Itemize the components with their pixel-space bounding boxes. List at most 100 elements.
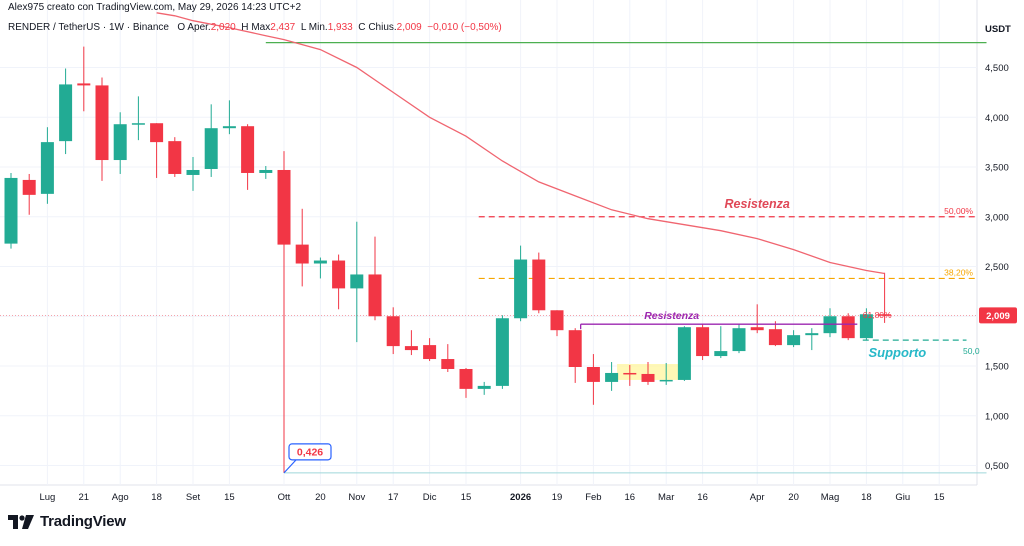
x-tick-label: 20 <box>315 492 326 503</box>
bearish-candle <box>550 310 564 337</box>
bearish-candle <box>368 236 382 321</box>
low-callout-pointer <box>283 458 298 474</box>
candle-body <box>859 314 873 339</box>
footer <box>0 506 1024 546</box>
tradingview-logo-icon <box>8 514 34 529</box>
author-line: Alex975 creato con TradingView.com, May … <box>8 2 302 13</box>
candle-body <box>714 351 728 357</box>
candle-body <box>332 260 346 289</box>
x-tick-label: 16 <box>697 492 708 503</box>
bearish-candle <box>750 304 764 334</box>
overlays-front: 61,80% Resistenza Resistenza Supporto 0,426 <box>156 12 926 474</box>
candle-body <box>623 372 637 375</box>
fib-level-label: 50,0 <box>963 346 980 356</box>
candle-body <box>459 368 473 389</box>
candle-body <box>878 314 892 316</box>
bullish-candle <box>714 326 728 359</box>
bullish-candle <box>4 172 18 249</box>
open-label: O <box>177 22 186 33</box>
x-tick-label: Nov <box>348 492 365 503</box>
candle-body <box>750 327 764 331</box>
y-tick-label: 4,000 <box>985 113 1009 124</box>
bullish-candle <box>222 100 236 135</box>
candle-body <box>277 169 291 245</box>
candle-body <box>404 346 418 351</box>
bullish-candle <box>514 245 528 322</box>
candle-body <box>696 327 710 357</box>
fib-level-label: 38,20% <box>944 267 973 277</box>
bullish-candle <box>805 328 819 351</box>
candle-body <box>295 244 309 264</box>
bullish-candle <box>113 112 127 174</box>
candle-body <box>150 123 164 143</box>
candle-body <box>477 385 491 389</box>
bearish-candle <box>532 252 546 314</box>
y-tick-label: 4,500 <box>985 63 1009 74</box>
bearish-candle <box>404 330 418 356</box>
candle-body <box>4 177 18 244</box>
close-value: 2,009 <box>396 22 422 33</box>
candle-body <box>550 310 564 331</box>
candle-body <box>805 333 819 336</box>
bearish-candle <box>459 367 473 398</box>
x-tick-label: Ago <box>112 492 129 503</box>
moving-average-line <box>156 12 885 275</box>
open-value: 2,020 <box>210 22 236 33</box>
symbol-name[interactable]: RENDER / TetherUS · 1W · Binance <box>8 22 169 33</box>
candle-body <box>732 328 746 352</box>
bearish-candle <box>386 307 400 355</box>
bearish-candle <box>878 272 892 323</box>
candle-body <box>59 84 73 142</box>
x-tick-label: Giu <box>895 492 910 503</box>
bullish-candle <box>186 157 200 191</box>
x-tick-label: 20 <box>788 492 799 503</box>
candles <box>4 46 892 473</box>
bearish-candle <box>423 338 437 362</box>
candle-body <box>568 330 582 367</box>
candle-body <box>40 142 54 194</box>
fib-level-label: 50,00% <box>944 206 973 216</box>
bullish-candle <box>495 315 509 389</box>
low-callout-box <box>288 443 332 461</box>
candle-body <box>841 316 855 339</box>
x-tick-label: 19 <box>552 492 563 503</box>
price-axis: 0,5001,0001,5002,0002,5003,0003,5004,000… <box>979 24 1017 472</box>
candle-body <box>768 329 782 346</box>
candle-body <box>787 335 801 346</box>
bearish-candle <box>22 173 36 215</box>
bullish-candle <box>350 221 364 343</box>
price-change: −0,010 (−0,50%) <box>427 22 502 33</box>
x-tick-label: 15 <box>461 492 472 503</box>
annotation-label: Resistenza <box>644 310 699 322</box>
symbol-legend: RENDER / TetherUS · 1W · Binance O Aper.… <box>8 22 502 33</box>
tradingview-logo[interactable]: TradingView <box>8 513 126 530</box>
bullish-candle <box>477 381 491 395</box>
bearish-candle <box>641 362 655 385</box>
candle-body <box>605 372 619 382</box>
x-tick-label: 18 <box>151 492 162 503</box>
accumulation-zone <box>617 364 685 380</box>
low-callout-label: 0,426 <box>297 446 323 458</box>
bearish-candle <box>332 254 346 310</box>
time-axis: Lug 21 Ago 18 Set 15 Ott 20 Nov 17 Dic 15 2026 19 Feb 1… <box>39 492 944 503</box>
bullish-candle <box>787 330 801 348</box>
bearish-candle <box>586 354 600 405</box>
candle-body <box>113 124 127 161</box>
candle-body <box>77 83 91 86</box>
candle-body <box>659 379 673 382</box>
bearish-candle <box>768 321 782 347</box>
x-tick-label: 15 <box>224 492 235 503</box>
tradingview-logo-text: TradingView <box>40 513 126 530</box>
y-tick-label: 1,000 <box>985 411 1009 422</box>
bullish-candle <box>859 308 873 341</box>
candle-body <box>168 141 182 174</box>
candle-body <box>368 274 382 317</box>
x-tick-label: Mar <box>658 492 674 503</box>
x-tick-label: 15 <box>934 492 945 503</box>
close-prefix: Chius. <box>368 22 397 33</box>
open-prefix: Aper. <box>187 22 211 33</box>
high-prefix: Max <box>251 22 271 33</box>
bullish-candle <box>659 363 673 385</box>
low-label: L <box>300 22 307 33</box>
